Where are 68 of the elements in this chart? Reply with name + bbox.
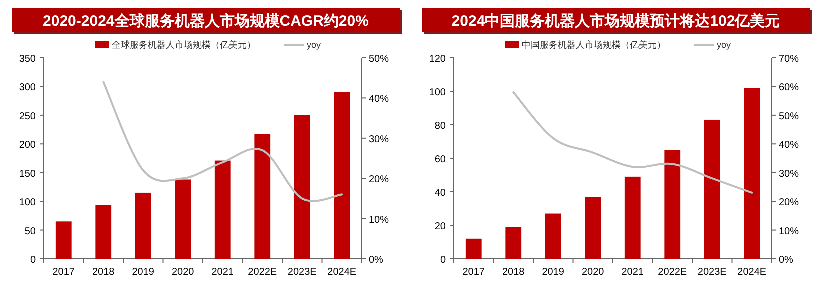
y-tick-label: 100 xyxy=(19,198,36,209)
line-series xyxy=(512,91,754,194)
y-tick-label: 0 xyxy=(30,255,36,266)
y-tick-label: 0 xyxy=(440,255,446,266)
chart-title: 2020-2024全球服务机器人市场规模CAGR约20% xyxy=(43,12,369,30)
x-tick-label: 2022E xyxy=(248,267,278,278)
legend-label: yoy xyxy=(717,40,732,50)
x-tick-label: 2020 xyxy=(172,267,195,278)
bar xyxy=(506,227,522,259)
y-tick-label: 60 xyxy=(434,154,446,166)
x-tick-label: 2019 xyxy=(542,267,565,278)
y-tick-label: 50 xyxy=(24,226,36,238)
y-tick-label: 20 xyxy=(434,222,446,232)
y-tick-label: 120 xyxy=(429,54,446,65)
y2-tick-label: 50% xyxy=(779,111,800,122)
y2-tick-label: 0% xyxy=(779,255,794,266)
bar xyxy=(175,180,192,259)
x-tick-label: 2018 xyxy=(92,267,116,278)
y-tick-label: 200 xyxy=(19,140,36,152)
x-tick-label: 2017 xyxy=(462,267,486,278)
y2-tick-label: 30% xyxy=(369,134,390,146)
bar xyxy=(466,238,482,259)
bar xyxy=(254,134,271,259)
bar xyxy=(294,115,310,259)
y2-tick-label: 40% xyxy=(779,140,800,152)
y-tick-label: 300 xyxy=(19,82,36,94)
x-tick-label: 2021 xyxy=(622,267,644,278)
x-tick-label: 2024E xyxy=(738,267,767,278)
y2-tick-label: 50% xyxy=(369,54,390,65)
y-tick-label: 350 xyxy=(19,54,36,65)
x-tick-label: 2022E xyxy=(658,267,688,278)
y2-tick-label: 0% xyxy=(369,255,384,266)
y-tick-label: 250 xyxy=(19,111,36,122)
chart-title: 2024中国服务机器人市场规模预计将达102亿美元 xyxy=(452,12,780,30)
bar xyxy=(545,214,562,259)
bar xyxy=(56,222,72,259)
y2-tick-label: 10% xyxy=(369,214,390,226)
y-tick-label: 100 xyxy=(429,88,446,98)
x-tick-label: 2020 xyxy=(582,267,605,278)
y-tick-label: 40 xyxy=(434,188,446,199)
legend-label: 中国服务机器人市场规模（亿美元） xyxy=(522,40,666,50)
y2-tick-label: 10% xyxy=(779,226,800,238)
bar xyxy=(334,92,350,259)
x-tick-label: 2023E xyxy=(698,267,728,278)
y2-tick-label: 20% xyxy=(779,198,800,209)
y2-tick-label: 40% xyxy=(369,94,390,106)
x-tick-label: 2021 xyxy=(212,267,234,278)
y2-tick-label: 30% xyxy=(779,168,800,180)
y2-tick-label: 70% xyxy=(779,54,800,65)
bar xyxy=(624,176,641,259)
x-tick-label: 2024E xyxy=(328,267,357,278)
legend-label: yoy xyxy=(307,40,322,50)
bar xyxy=(96,205,112,259)
bar xyxy=(664,150,681,259)
bar xyxy=(704,120,720,259)
y-tick-label: 80 xyxy=(434,121,446,132)
x-tick-label: 2017 xyxy=(52,267,76,278)
bar xyxy=(585,197,602,259)
x-tick-label: 2019 xyxy=(132,267,155,278)
bar xyxy=(214,160,231,259)
y2-tick-label: 20% xyxy=(369,174,390,186)
x-tick-label: 2018 xyxy=(502,267,526,278)
y-tick-label: 150 xyxy=(19,168,36,180)
y2-tick-label: 60% xyxy=(779,82,800,94)
legend-label: 全球服务机器人市场规模（亿美元） xyxy=(112,40,256,50)
bar xyxy=(135,192,152,259)
x-tick-label: 2023E xyxy=(288,267,318,278)
bar xyxy=(744,88,760,259)
